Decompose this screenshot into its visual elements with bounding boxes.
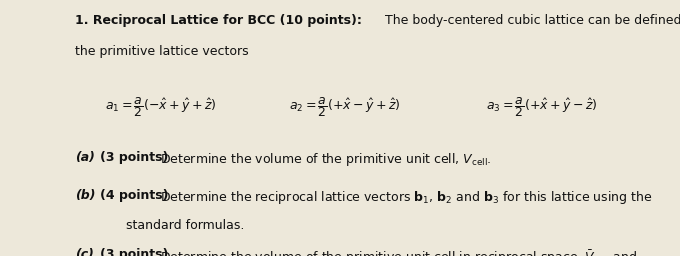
Text: (a): (a)	[75, 151, 95, 164]
Text: (3 points): (3 points)	[100, 151, 169, 164]
Text: (c): (c)	[75, 248, 94, 256]
Text: Determine the reciprocal lattice vectors $\mathbf{b}_1$, $\mathbf{b}_2$ and $\ma: Determine the reciprocal lattice vectors…	[160, 189, 652, 206]
Text: standard formulas.: standard formulas.	[126, 219, 244, 232]
Text: Determine the volume of the primitive unit cell, $V_{\mathrm{cell}}$.: Determine the volume of the primitive un…	[160, 151, 491, 168]
Text: $a_2 = \dfrac{a}{2}(+\hat{x} - \hat{y} + \hat{z})$: $a_2 = \dfrac{a}{2}(+\hat{x} - \hat{y} +…	[289, 95, 401, 119]
Text: The body-centered cubic lattice can be defined by: The body-centered cubic lattice can be d…	[377, 14, 680, 27]
Text: $a_1 = \dfrac{a}{2}(-\hat{x} + \hat{y} + \hat{z})$: $a_1 = \dfrac{a}{2}(-\hat{x} + \hat{y} +…	[105, 95, 217, 119]
Text: $a_3 = \dfrac{a}{2}(+\hat{x} + \hat{y} - \hat{z})$: $a_3 = \dfrac{a}{2}(+\hat{x} + \hat{y} -…	[486, 95, 598, 119]
Text: the primitive lattice vectors: the primitive lattice vectors	[75, 45, 248, 58]
Text: 1. Reciprocal Lattice for BCC (10 points):: 1. Reciprocal Lattice for BCC (10 points…	[75, 14, 362, 27]
Text: (b): (b)	[75, 189, 95, 202]
Text: (3 points): (3 points)	[100, 248, 169, 256]
Text: Determine the volume of the primitive unit cell in reciprocal space, $\bar{V}_{\: Determine the volume of the primitive un…	[160, 248, 637, 256]
Text: (4 points): (4 points)	[100, 189, 169, 202]
